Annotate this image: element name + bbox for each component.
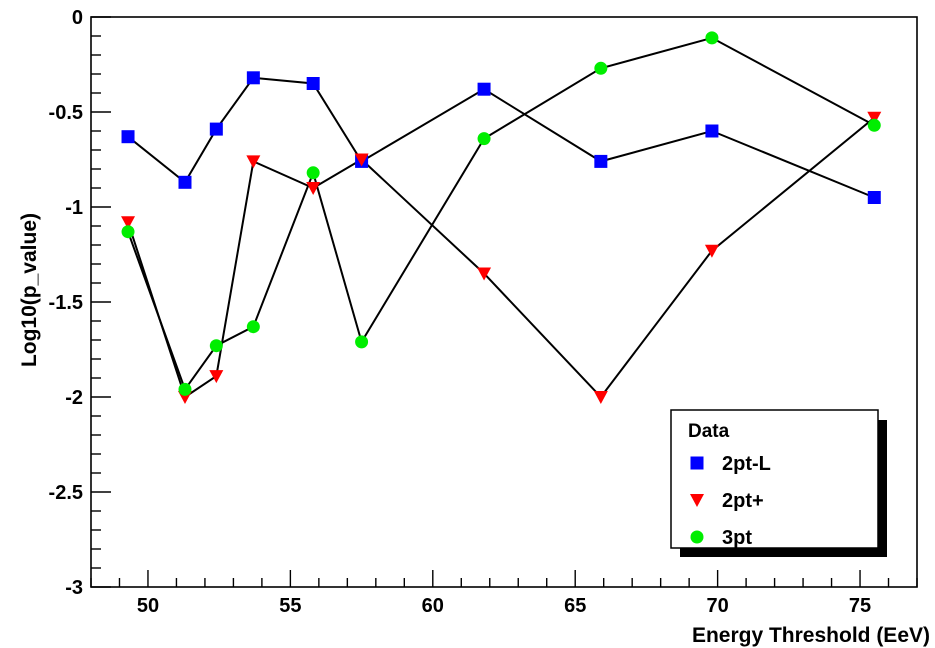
legend-marker-3pt [690,530,704,544]
data-point-2pt-l [121,130,135,144]
x-tick-label: 55 [279,595,301,617]
legend-label-3pt: 3pt [722,527,752,549]
data-point-3pt [306,166,320,180]
legend-title: Data [688,421,730,442]
x-tick-label: 75 [849,595,871,617]
data-point-2pt [593,391,608,404]
data-point-2pt [354,153,369,167]
y-tick-label: -1 [65,197,83,219]
data-point-3pt [867,118,881,132]
data-point-2pt [867,111,882,125]
data-point-2pt-l [705,124,719,138]
series-markers [121,31,882,404]
data-point-2pt [306,182,321,195]
legend-marker-2pt [690,494,704,507]
y-tick-label: -3 [65,577,83,599]
data-point-3pt [209,339,223,353]
data-point-2pt-l [209,122,223,136]
y-tick-label: -1.5 [49,292,83,314]
x-tick-label: 70 [706,595,728,617]
data-point-3pt [178,382,192,396]
data-point-2pt-l [306,77,320,90]
data-point-2pt-l [178,175,192,189]
legend-label-2pt: 2pt+ [722,490,764,512]
legend-entry-2pt: 2pt+ [690,490,764,512]
data-point-2pt [704,244,719,258]
data-point-2pt-l [867,191,881,204]
series-line-3pt [127,36,875,392]
series-line-2pt-l [127,76,875,199]
y-tick-label: 0 [72,7,83,29]
legend-entry-2pt-l: 2pt-L [690,453,771,475]
data-point-2pt [246,155,261,169]
data-point-3pt [121,225,135,239]
data-point-3pt [477,132,491,146]
y-tick-label: -0.5 [49,102,83,124]
data-point-2pt [209,370,224,384]
legend-box [670,409,879,549]
legend: Data 2pt-L 2pt+ 3pt [670,409,887,557]
x-axis-label: Energy Threshold (EeV) [692,624,930,647]
x-tick-label: 50 [137,595,159,617]
data-point-2pt-l [477,82,491,96]
y-tick-label: -2.5 [49,482,83,504]
data-point-2pt-l [594,154,608,168]
legend-entry-3pt: 3pt [690,527,752,549]
x-tick-label: 65 [564,595,586,617]
series-line-2pt [127,116,875,399]
y-tick-label: -2 [65,387,83,409]
legend-label-2pt-l: 2pt-L [722,453,771,475]
data-point-2pt-l [246,71,260,85]
data-point-3pt [705,31,719,45]
legend-marker-2pt-l [690,456,704,470]
y-axis-label: Log10(p_value) [18,213,41,367]
series-lines [127,36,875,399]
data-point-3pt [594,61,608,75]
data-point-2pt [477,267,492,281]
data-point-2pt [121,216,136,230]
data-point-3pt [246,320,260,334]
data-point-3pt [355,335,369,349]
x-tick-label: 60 [422,595,444,617]
